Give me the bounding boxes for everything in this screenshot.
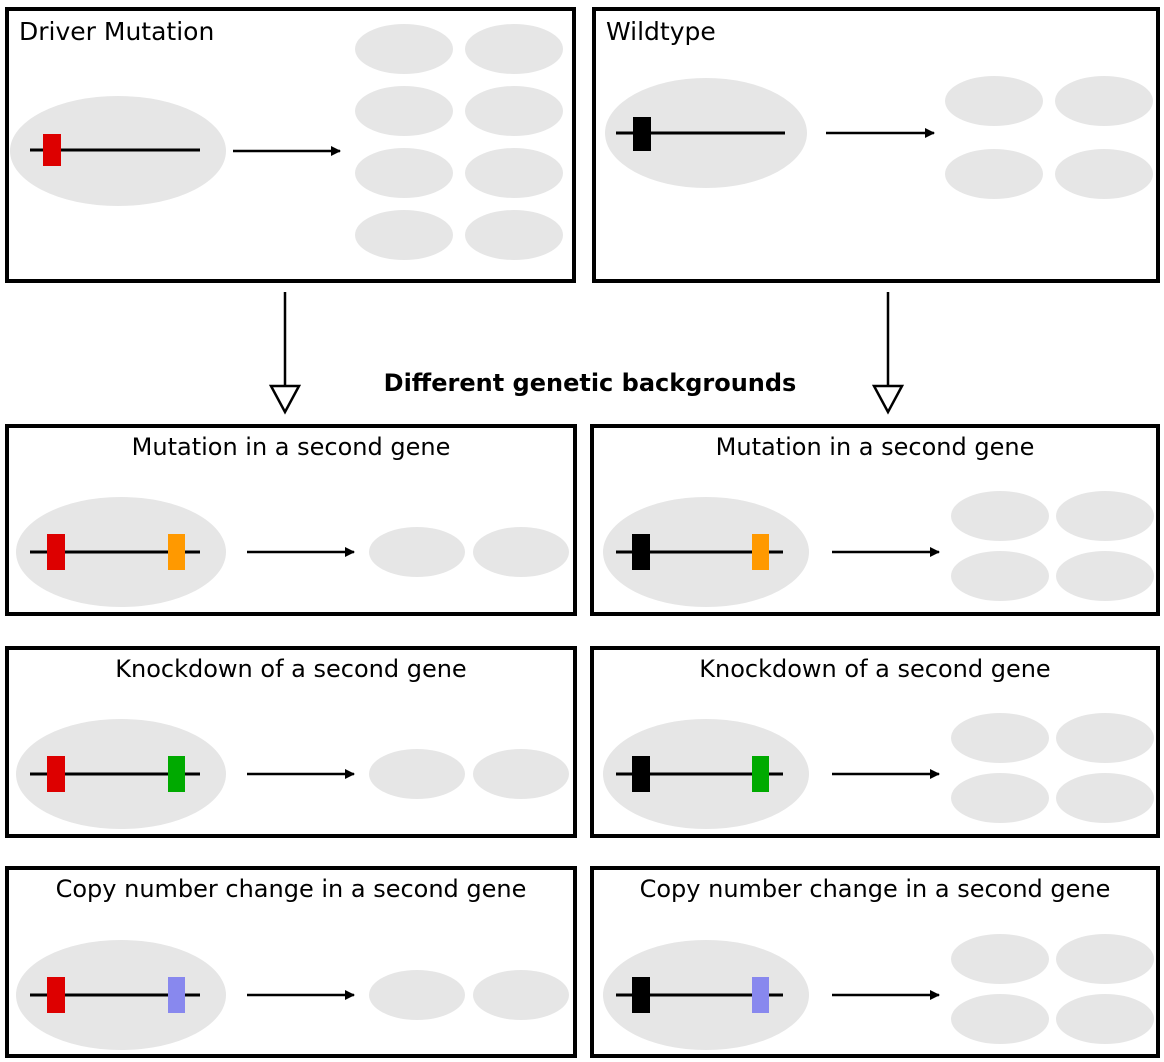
daughter-cell — [369, 970, 465, 1020]
daughter-cell — [951, 491, 1049, 541]
daughter-cell — [355, 148, 453, 198]
daughter-cell — [1056, 713, 1154, 763]
panel-title: Mutation in a second gene — [715, 433, 1035, 461]
daughter-cell — [473, 970, 569, 1020]
wildtype-allele — [632, 756, 650, 792]
second-gene-allele — [752, 756, 769, 792]
daughter-cell — [473, 749, 569, 799]
driver-mutation-allele — [43, 134, 61, 166]
daughter-cell — [945, 149, 1043, 199]
daughter-cell — [355, 210, 453, 260]
daughter-cell — [355, 24, 453, 74]
second-gene-allele — [752, 977, 769, 1013]
daughter-cell — [951, 713, 1049, 763]
wildtype-allele — [632, 977, 650, 1013]
connector-arrow-head — [268, 384, 302, 415]
driver-mutation-title: Driver Mutation — [19, 17, 215, 46]
daughter-cell — [369, 749, 465, 799]
daughter-cell — [1055, 76, 1153, 126]
daughter-cell — [1056, 994, 1154, 1044]
daughter-cell — [1056, 934, 1154, 984]
wildtype-allele — [632, 534, 650, 570]
wildtype-allele — [633, 117, 651, 151]
panel-title: Knockdown of a second gene — [115, 655, 467, 683]
second-gene-allele — [752, 534, 769, 570]
panel-title: Copy number change in a second gene — [55, 875, 527, 903]
daughter-cell — [945, 76, 1043, 126]
drawing-layer — [10, 24, 1154, 1050]
daughter-cell — [951, 773, 1049, 823]
driver-mutation-allele — [47, 756, 65, 792]
daughter-cell — [1055, 149, 1153, 199]
second-gene-allele — [168, 534, 185, 570]
panel-title: Mutation in a second gene — [131, 433, 451, 461]
daughter-cell — [473, 527, 569, 577]
daughter-cell — [951, 934, 1049, 984]
daughter-cell — [465, 86, 563, 136]
different-genetic-backgrounds-label: Different genetic backgrounds — [383, 369, 797, 397]
daughter-cell — [355, 86, 453, 136]
second-gene-allele — [168, 756, 185, 792]
wildtype-title: Wildtype — [606, 17, 716, 46]
second-gene-allele — [168, 977, 185, 1013]
daughter-cell — [465, 210, 563, 260]
daughter-cell — [951, 551, 1049, 601]
daughter-cell — [369, 527, 465, 577]
daughter-cell — [465, 148, 563, 198]
daughter-cell — [465, 24, 563, 74]
driver-mutation-allele — [47, 977, 65, 1013]
panel-title: Knockdown of a second gene — [699, 655, 1051, 683]
driver-mutation-allele — [47, 534, 65, 570]
daughter-cell — [951, 994, 1049, 1044]
panel-title: Copy number change in a second gene — [639, 875, 1111, 903]
connector-arrow-head — [871, 384, 905, 415]
daughter-cell — [1056, 491, 1154, 541]
daughter-cell — [1056, 551, 1154, 601]
daughter-cell — [1056, 773, 1154, 823]
